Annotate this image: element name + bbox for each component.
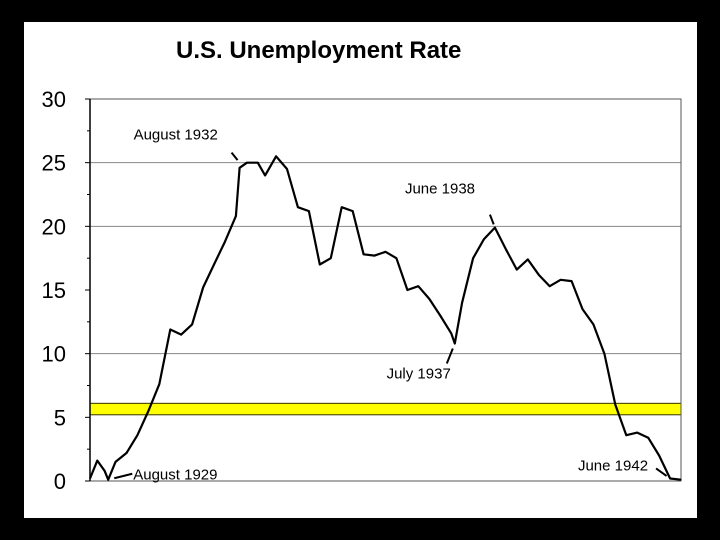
y-tick-label: 15 (42, 278, 66, 303)
data-point (246, 162, 248, 164)
annotation-label: June 1938 (405, 181, 475, 198)
data-point (341, 206, 343, 208)
data-point (147, 410, 149, 412)
gridlines (90, 162, 681, 355)
highlight-band (89, 402, 682, 416)
data-point (202, 286, 204, 289)
data-point (592, 323, 595, 325)
data-point (297, 206, 299, 208)
y-tick-label: 10 (42, 342, 66, 367)
data-point (107, 479, 109, 481)
chart-title: U.S. Unemployment Rate (176, 37, 461, 64)
data-point (169, 328, 171, 331)
y-tick-label: 5 (54, 405, 66, 430)
data-point (549, 285, 551, 287)
data-point (669, 477, 671, 480)
data-point (625, 434, 627, 436)
data-point (636, 432, 638, 434)
data-point (680, 479, 682, 481)
annotation-label: August 1932 (134, 127, 218, 144)
data-point (454, 342, 456, 345)
data-point (373, 255, 376, 257)
data-point (384, 251, 387, 253)
data-point (395, 257, 398, 259)
data-point (103, 470, 106, 472)
data-point (180, 333, 182, 336)
y-tick-label: 25 (42, 151, 66, 176)
annotation-leader (113, 472, 133, 480)
data-point (483, 238, 485, 240)
data-point (461, 302, 463, 304)
annotation-label: August 1929 (133, 467, 217, 484)
data-point (352, 210, 354, 212)
data-point (330, 257, 332, 259)
data-point (406, 289, 408, 291)
annotations: August 1932 June 1938 July 1937 August 1929… (113, 127, 668, 484)
data-point (658, 454, 660, 457)
data-point (114, 461, 117, 463)
y-ticks: 0 5 10 15 20 25 30 (42, 87, 90, 494)
data-point (224, 241, 226, 243)
data-point (257, 162, 259, 164)
data-point (238, 167, 241, 169)
data-point (363, 253, 365, 255)
data-point (136, 434, 139, 436)
data-point (235, 215, 237, 217)
data-point (158, 383, 160, 385)
data-point (581, 308, 584, 310)
data-point (505, 248, 507, 250)
data-point (96, 460, 98, 462)
y-tick-label: 0 (54, 469, 66, 494)
data-point (417, 285, 419, 287)
chart-panel: U.S. Unemployment Rate 0 5 10 15 20 25 30 Augu… (24, 22, 697, 518)
data-point (319, 263, 321, 266)
data-point (213, 263, 215, 266)
plot-frame (89, 98, 682, 482)
highlight-band-layer (89, 402, 682, 416)
data-point (538, 274, 540, 276)
data-point (527, 258, 529, 261)
data-point (494, 227, 496, 229)
data-point (516, 269, 518, 271)
data-point (614, 404, 616, 406)
data-point (125, 452, 128, 454)
data-point (570, 280, 573, 282)
annotation-label: June 1942 (578, 457, 648, 474)
data-point (286, 168, 288, 170)
data-point (647, 437, 649, 439)
y-tick-label: 30 (42, 87, 66, 112)
annotation-leader (230, 152, 239, 161)
series-layer (88, 155, 682, 481)
data-point (191, 323, 193, 325)
data-point (308, 210, 310, 212)
chart-svg: U.S. Unemployment Rate 0 5 10 15 20 25 30 Augu… (42, 37, 682, 494)
data-point (275, 155, 277, 157)
data-point (560, 279, 562, 281)
annotation-leader (445, 348, 454, 364)
data-point (450, 332, 452, 334)
data-point (472, 257, 474, 259)
annotation-leader (655, 467, 668, 477)
data-point (428, 298, 430, 300)
data-point (264, 174, 266, 176)
series-line (88, 155, 682, 481)
axes (89, 98, 682, 482)
data-point (603, 353, 605, 355)
data-point (439, 314, 441, 317)
data-point (89, 477, 91, 480)
annotation-label: July 1937 (387, 365, 451, 382)
annotation-leader (489, 214, 495, 225)
y-tick-label: 20 (42, 214, 66, 239)
